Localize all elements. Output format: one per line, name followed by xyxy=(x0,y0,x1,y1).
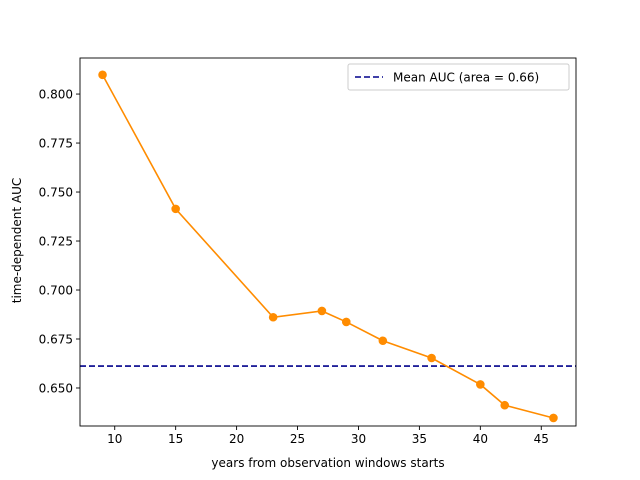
data-point-0-2 xyxy=(268,312,278,322)
x-tick-label-20: 20 xyxy=(229,432,244,446)
y-tick-label-5: 0.775 xyxy=(39,136,73,150)
data-point-0-1 xyxy=(171,204,180,214)
data-point-0-4 xyxy=(341,317,351,327)
data-point-0-8 xyxy=(500,400,510,410)
y-tick-label-3: 0.725 xyxy=(39,234,73,248)
x-tick-label-30: 30 xyxy=(351,432,366,446)
y-tick-label-4: 0.750 xyxy=(39,185,73,199)
data-point-0-5 xyxy=(378,336,388,346)
x-tick-label-40: 40 xyxy=(473,432,488,446)
x-tick-label-35: 35 xyxy=(412,432,427,446)
data-point-0-6 xyxy=(427,353,436,363)
legend-box xyxy=(347,63,570,91)
y-axis-label: time-dependent AUC xyxy=(10,178,24,304)
x-tick-label-10: 10 xyxy=(107,432,122,446)
data-point-0-3 xyxy=(317,306,327,316)
x-axis-label: years from observation windows starts xyxy=(211,456,444,470)
legend-label-mean-auc: Mean AUC (area = 0.66) xyxy=(393,71,539,85)
plot-area xyxy=(79,57,577,427)
x-tick-label-45: 45 xyxy=(534,432,549,446)
data-point-0-0 xyxy=(98,70,107,80)
legend: Mean AUC (area = 0.66) xyxy=(347,63,570,91)
x-tick-label-25: 25 xyxy=(290,432,305,446)
x-axis: 10 15 20 25 30 35 40 45 xyxy=(107,426,549,446)
x-tick-label-15: 15 xyxy=(168,432,183,446)
data-point-0-7 xyxy=(476,380,485,389)
data-point-0-9 xyxy=(549,413,558,423)
axes-frame xyxy=(79,57,577,427)
y-tick-label-6: 0.800 xyxy=(39,87,73,101)
y-tick-label-0: 0.650 xyxy=(39,381,73,395)
y-tick-label-1: 0.675 xyxy=(39,332,73,346)
y-axis: 0.650 0.675 0.700 0.725 0.750 0.775 0.800 xyxy=(39,87,80,395)
series-line-0 xyxy=(101,74,554,419)
y-tick-label-2: 0.700 xyxy=(39,283,73,297)
